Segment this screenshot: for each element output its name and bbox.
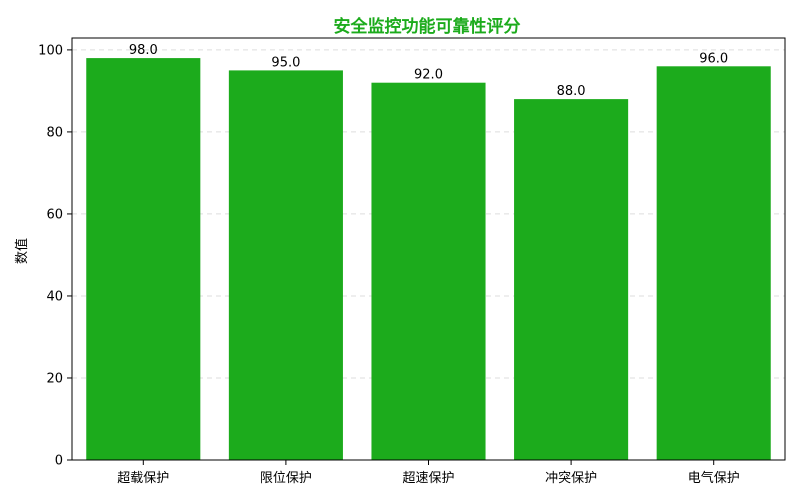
y-tick-label-60: 60 — [46, 207, 63, 222]
x-ticks: 超载保护 限位保护 超速保护 冲突保护 电气保护 — [117, 460, 740, 486]
y-tick-label-100: 100 — [38, 43, 63, 58]
bar-2 — [228, 70, 343, 461]
bars — [86, 58, 771, 461]
data-label-2: 95.0 — [271, 55, 300, 70]
bar-4 — [514, 99, 629, 460]
y-axis-label: 数值 — [14, 238, 30, 264]
x-tick-label-5: 电气保护 — [688, 470, 740, 486]
bar-1 — [86, 58, 201, 460]
chart-title: 安全监控功能可靠性评分 — [334, 16, 521, 37]
x-tick-label-2: 限位保护 — [260, 471, 312, 486]
data-labels: 98.0 95.0 92.0 88.0 96.0 — [129, 43, 728, 99]
data-label-3: 92.0 — [414, 68, 443, 83]
x-tick-label-3: 超速保护 — [402, 471, 454, 486]
y-tick-label-0: 0 — [55, 454, 63, 469]
y-tick-label-20: 20 — [46, 371, 63, 386]
y-tick-label-80: 80 — [46, 125, 63, 140]
x-tick-label-4: 冲突保护 — [545, 470, 597, 486]
data-label-4: 88.0 — [557, 84, 586, 99]
bar-3 — [371, 82, 486, 460]
bar-5 — [656, 66, 771, 461]
y-tick-label-40: 40 — [46, 289, 63, 304]
y-ticks: 0 20 40 60 80 100 — [38, 43, 72, 469]
x-tick-label-1: 超载保护 — [117, 471, 169, 486]
data-label-5: 96.0 — [699, 51, 728, 66]
data-label-1: 98.0 — [129, 43, 158, 58]
